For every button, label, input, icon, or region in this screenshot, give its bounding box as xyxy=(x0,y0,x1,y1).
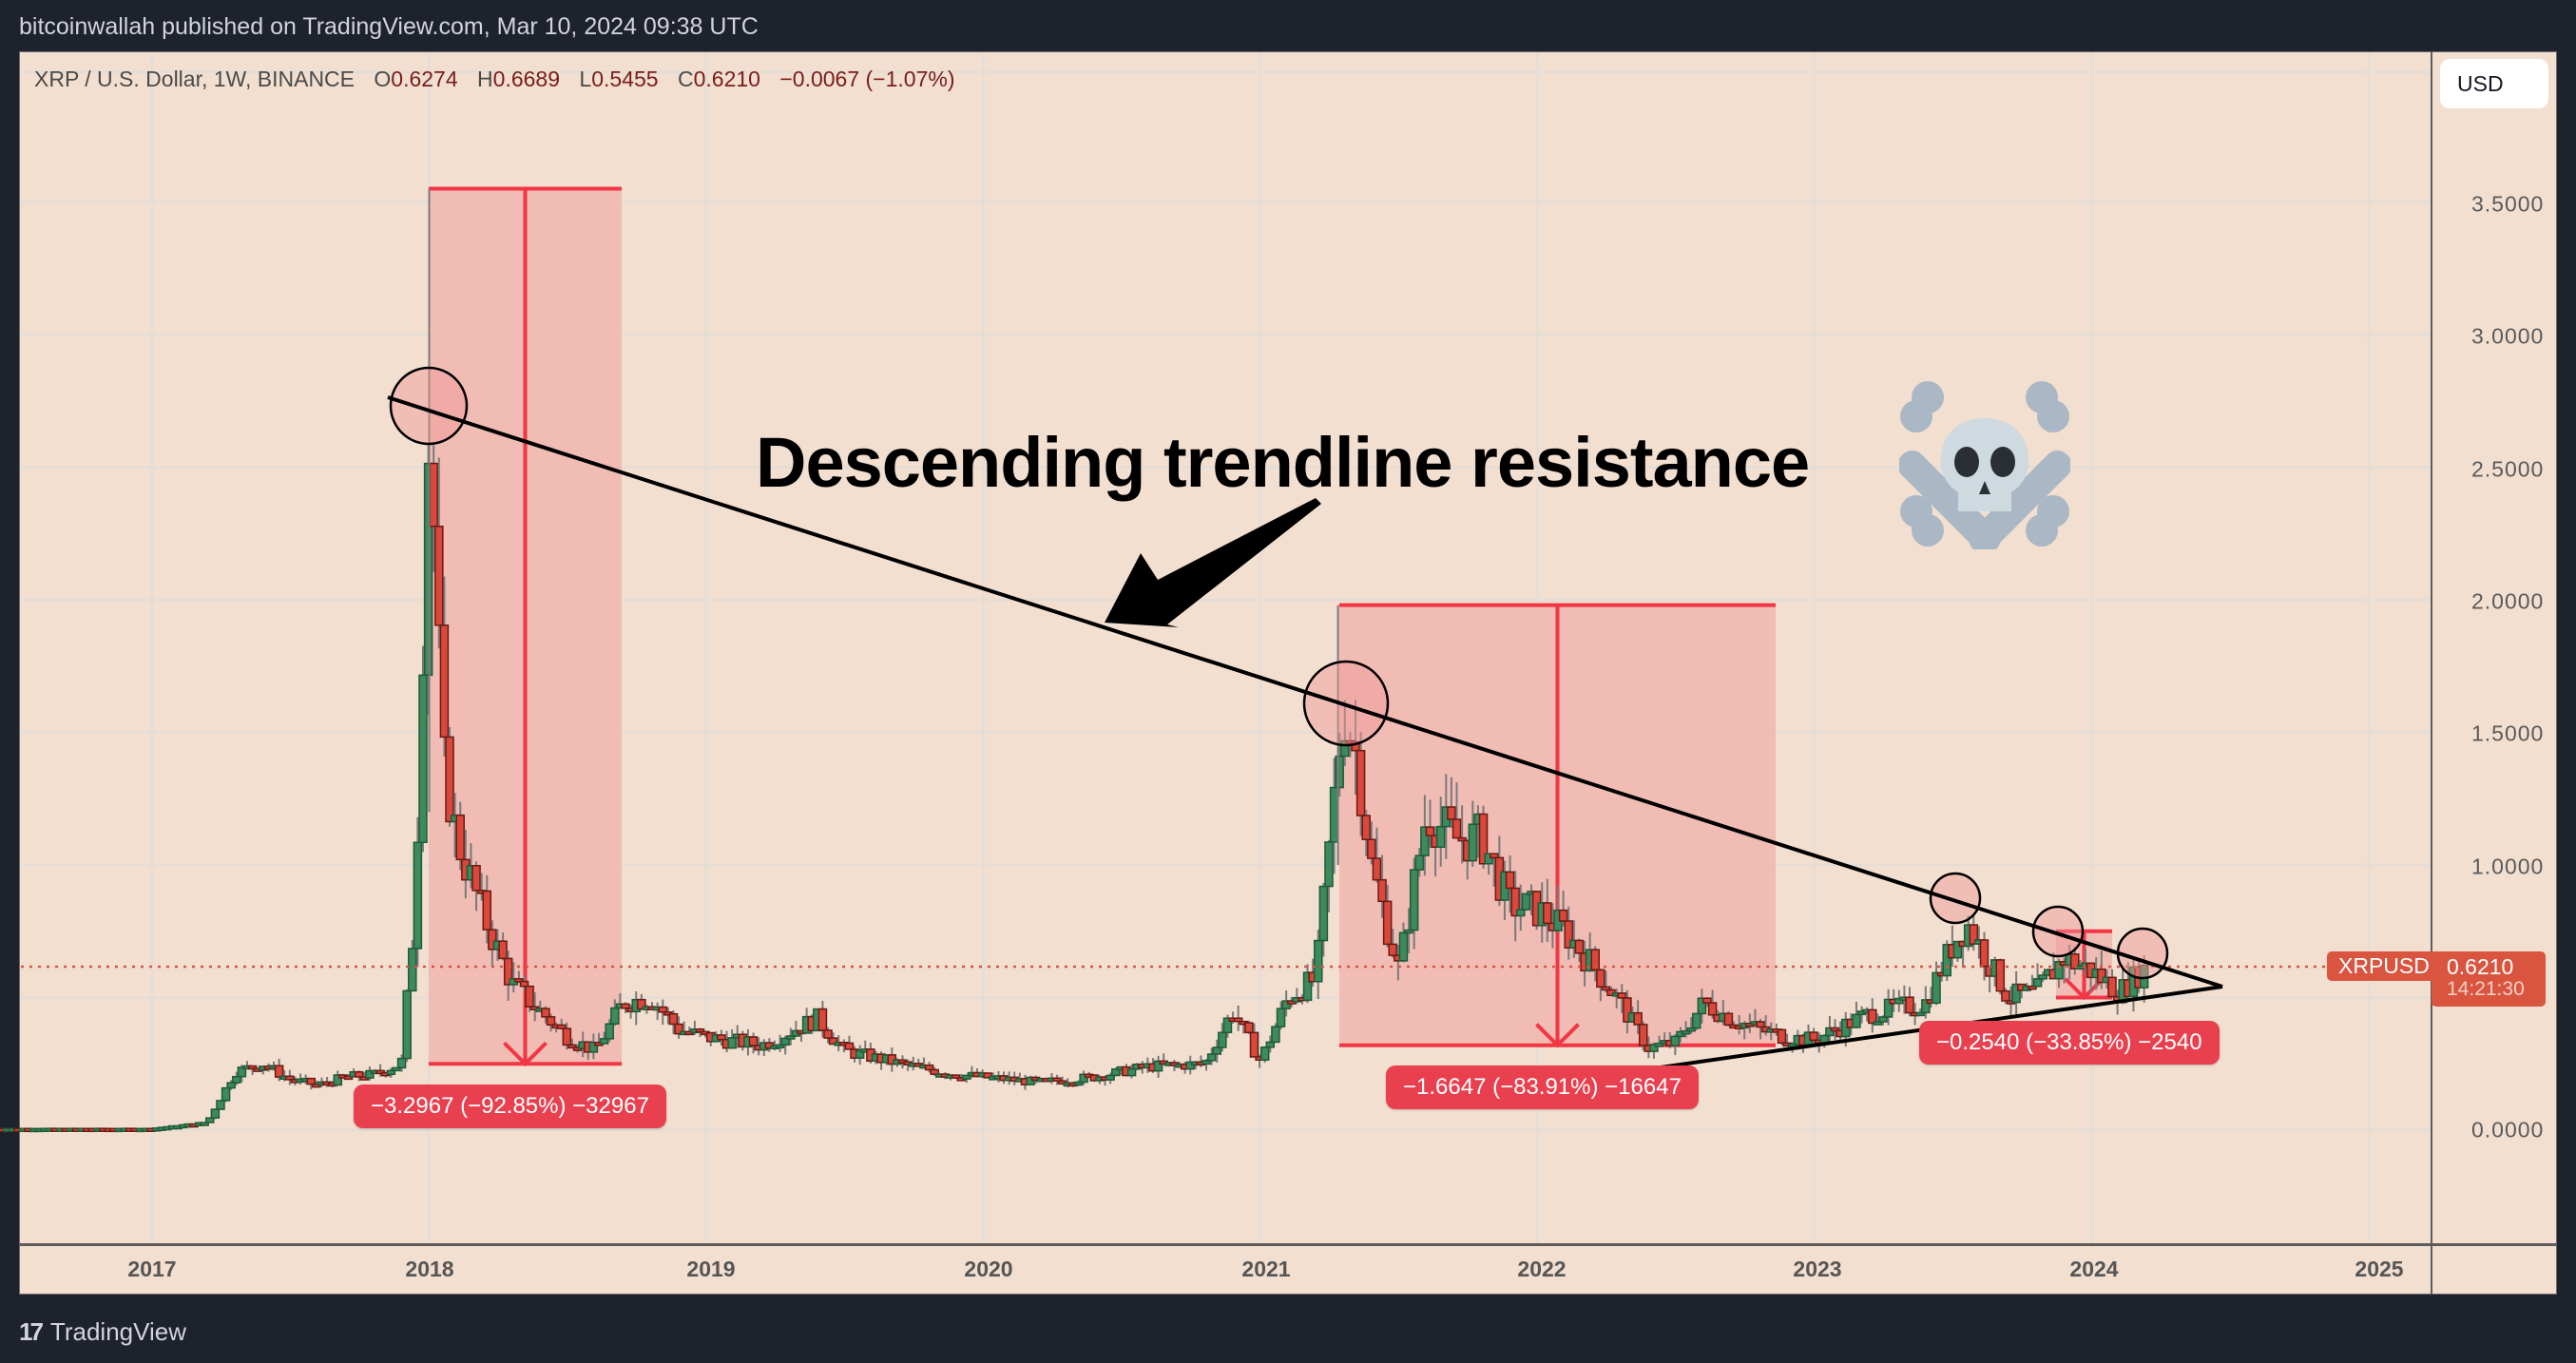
price-tick: 1.5000 xyxy=(2471,720,2545,746)
measure-label-2018[interactable]: −3.2967 (−92.85%) −32967 xyxy=(354,1085,666,1128)
price-tick: 2.0000 xyxy=(2471,588,2545,614)
currency-button[interactable]: USD xyxy=(2440,59,2548,108)
price-tick: 3.0000 xyxy=(2471,323,2545,349)
open-value: 0.6274 xyxy=(391,67,458,91)
year-tick: 2023 xyxy=(1793,1257,1842,1281)
measure-label-2023[interactable]: −0.2540 (−33.85%) −2540 xyxy=(1919,1021,2220,1065)
skull-and-crossbones-icon[interactable] xyxy=(1899,378,2070,549)
year-tick: 2017 xyxy=(127,1257,177,1281)
chart-grid xyxy=(21,52,2431,1243)
year-tick: 2025 xyxy=(2355,1257,2404,1281)
close-value: 0.6210 xyxy=(693,67,760,91)
year-tick: 2024 xyxy=(2069,1257,2119,1281)
annotation-text[interactable]: Descending trendline resistance xyxy=(756,423,1810,502)
candles xyxy=(0,188,2149,1133)
year-tick: 2020 xyxy=(964,1257,1013,1281)
publish-info: bitcoinwallah published on TradingView.c… xyxy=(19,13,759,40)
symbol-title[interactable]: XRP / U.S. Dollar, 1W, BINANCE xyxy=(34,67,356,91)
price-tick: 3.5000 xyxy=(2471,191,2545,217)
ohlc-legend: XRP / U.S. Dollar, 1W, BINANCE O0.6274 H… xyxy=(34,67,954,92)
tradingview-logo[interactable]: 17 TradingView xyxy=(19,1317,186,1347)
year-tick: 2018 xyxy=(405,1257,454,1281)
bar-countdown: 14:21:30 xyxy=(2447,978,2525,1000)
last-price-value: 0.6210 xyxy=(2447,954,2514,979)
pointer-arrow-icon[interactable] xyxy=(1105,498,1321,627)
price-tick: 1.0000 xyxy=(2471,854,2545,879)
measure-label-2021[interactable]: −1.6647 (−83.91%) −16647 xyxy=(1386,1065,1699,1109)
publish-header: bitcoinwallah published on TradingView.c… xyxy=(0,0,2576,51)
time-axis-divider xyxy=(19,1243,2557,1246)
price-axis-divider xyxy=(2431,51,2432,1295)
symbol-price-tag: XRPUSD xyxy=(2327,951,2441,981)
measure-boxes[interactable] xyxy=(429,186,2112,1067)
price-tick: 0.0000 xyxy=(2471,1117,2545,1142)
last-price-tag: 0.6210 14:21:30 xyxy=(2432,951,2546,1007)
close-label: C xyxy=(677,67,694,91)
high-label: H xyxy=(477,67,493,91)
year-tick: 2022 xyxy=(1517,1257,1567,1281)
open-label: O xyxy=(374,67,392,91)
low-label: L xyxy=(579,67,592,91)
change-value: −0.0067 (−1.07%) xyxy=(779,67,955,91)
brand-name: TradingView xyxy=(49,1317,186,1346)
low-value: 0.5455 xyxy=(591,67,659,91)
high-value: 0.6689 xyxy=(492,67,561,91)
price-tick: 2.5000 xyxy=(2471,456,2545,482)
year-tick: 2021 xyxy=(1241,1257,1291,1281)
year-tick: 2019 xyxy=(686,1257,736,1281)
tradingview-mark-icon: 17 xyxy=(19,1317,44,1346)
